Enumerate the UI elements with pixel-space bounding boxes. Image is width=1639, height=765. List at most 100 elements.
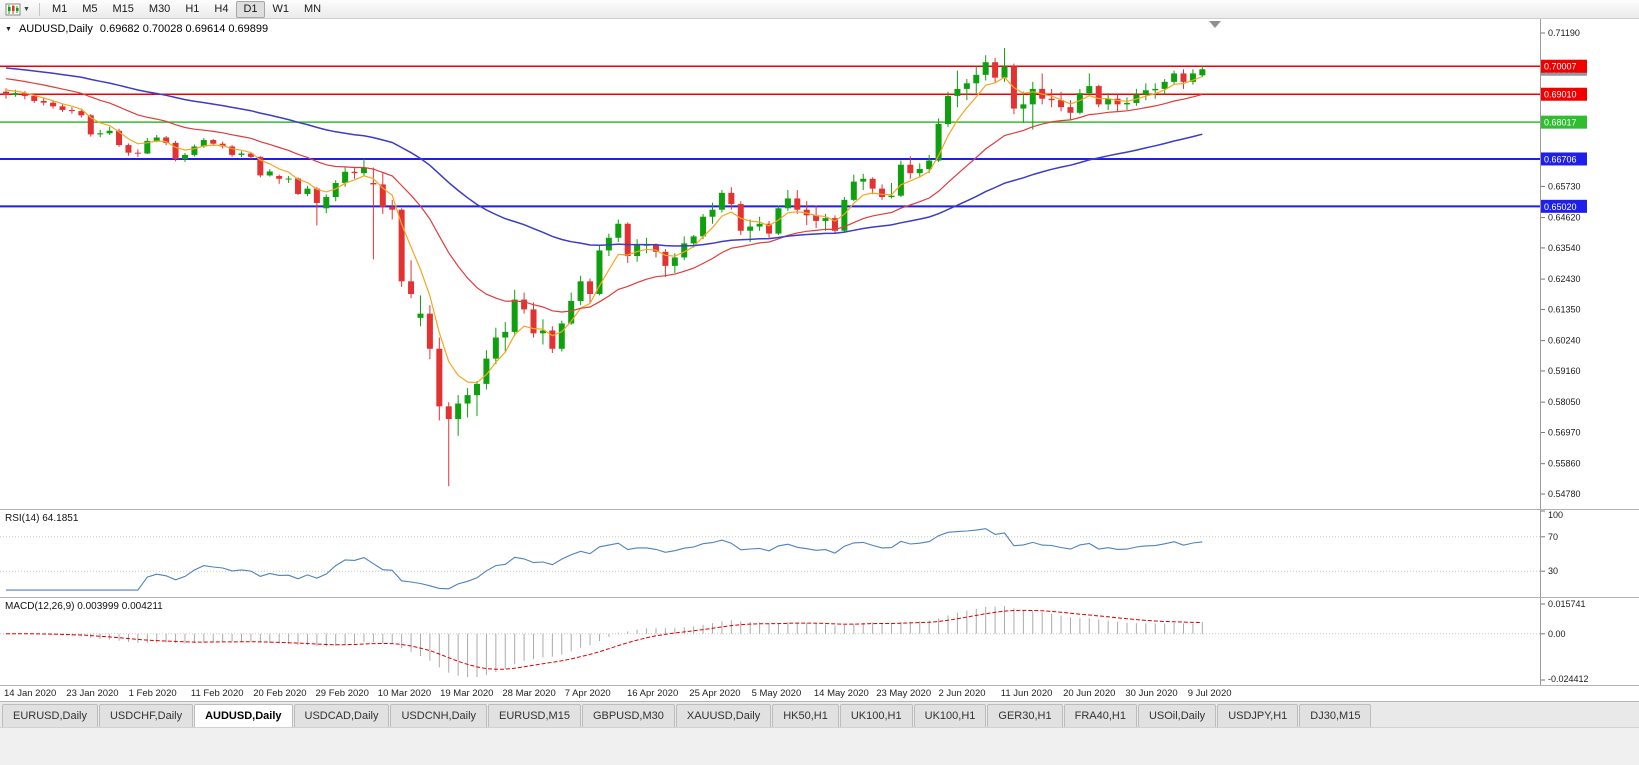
time-label: 20 Jun 2020 [1063, 688, 1116, 699]
rsi-line [6, 528, 1203, 591]
tab-usoil-daily[interactable]: USOil,Daily [1137, 704, 1217, 727]
time-label: 28 Mar 2020 [502, 688, 556, 699]
macd-signal-line [6, 609, 1203, 670]
chart-header: ▼ AUDUSD,Daily 0.69682 0.70028 0.69614 0… [5, 23, 268, 35]
svg-text:0.60240: 0.60240 [1548, 336, 1581, 346]
tab-xauusd-daily[interactable]: XAUUSD,Daily [675, 704, 772, 727]
bottom-filler [0, 727, 1639, 765]
time-label: 14 Jan 2020 [4, 688, 57, 699]
time-label: 16 Apr 2020 [627, 688, 679, 699]
tf-button-m5[interactable]: M5 [82, 2, 98, 15]
moving-average-lines [5, 67, 1203, 384]
svg-text:0.65730: 0.65730 [1548, 181, 1581, 191]
time-label: 25 Apr 2020 [689, 688, 741, 699]
level-price-label [1541, 59, 1587, 73]
svg-text:0.64620: 0.64620 [1548, 213, 1581, 223]
tab-audusd-daily[interactable]: AUDUSD,Daily [194, 704, 293, 727]
tab-eurusd-m15[interactable]: EURUSD,M15 [488, 704, 581, 727]
time-label: 9 Jul 2020 [1187, 688, 1232, 699]
macd-histogram [14, 606, 1203, 678]
svg-text:0.62430: 0.62430 [1548, 274, 1581, 284]
horizontal-level-lines[interactable] [0, 65, 1540, 208]
tab-usdcnh-daily[interactable]: USDCNH,Daily [390, 704, 488, 727]
time-label: 23 Jan 2020 [66, 688, 119, 699]
svg-text:100: 100 [1548, 510, 1563, 520]
time-label: 23 May 2020 [876, 688, 932, 699]
svg-text:-0.024412: -0.024412 [1548, 674, 1589, 684]
macd-panel[interactable]: 0.015741 0.00 -0.024412 MACD(12,26,9) 0.00… [0, 597, 1639, 685]
svg-text:0.56970: 0.56970 [1548, 427, 1581, 437]
time-label: 1 Feb 2020 [128, 688, 177, 699]
tab-usdjpy-h1[interactable]: USDJPY,H1 [1217, 704, 1299, 727]
tab-ger30-h1[interactable]: GER30,H1 [987, 704, 1063, 727]
svg-text:30: 30 [1548, 566, 1558, 576]
chart-type-icon[interactable] [5, 3, 21, 16]
chart-ohlc-values: 0.69682 0.70028 0.69614 0.69899 [99, 23, 269, 35]
chart-title: AUDUSD,Daily [18, 23, 93, 35]
time-axis[interactable]: 14 Jan 2020 23 Jan 2020 1 Feb 2020 11 Feb 2… [0, 685, 1639, 701]
symbol-dropdown-icon[interactable]: ▼ [5, 25, 12, 33]
tf-button-mn[interactable]: MN [304, 2, 322, 15]
level-price-label [1541, 152, 1587, 166]
svg-text:0.70007: 0.70007 [1544, 62, 1577, 72]
chart-type-dropdown-icon[interactable]: ▼ [23, 5, 30, 13]
tf-button-w1[interactable]: W1 [272, 2, 290, 15]
svg-text:0.54780: 0.54780 [1548, 489, 1581, 499]
time-label: 10 Mar 2020 [377, 688, 432, 699]
tf-button-d1[interactable]: D1 [236, 0, 265, 18]
svg-text:0.58050: 0.58050 [1548, 397, 1581, 407]
tf-button-h4[interactable]: H4 [214, 2, 229, 15]
tab-gbpusd-m30[interactable]: GBPUSD,M30 [581, 704, 675, 727]
price-chart-canvas[interactable]: 0.711900.700800.690000.679200.668100.657… [0, 19, 1639, 509]
tf-button-m15[interactable]: M15 [112, 2, 134, 15]
svg-text:0.55860: 0.55860 [1548, 459, 1581, 469]
time-label: 2 Jun 2020 [938, 688, 986, 699]
time-label: 19 Mar 2020 [440, 688, 494, 699]
time-label: 20 Feb 2020 [253, 688, 307, 699]
svg-text:0.69010: 0.69010 [1544, 90, 1577, 100]
tab-eurusd-daily[interactable]: EURUSD,Daily [2, 704, 98, 727]
time-label: 11 Jun 2020 [1000, 688, 1053, 699]
svg-text:0.00: 0.00 [1548, 629, 1566, 639]
svg-text:0.63540: 0.63540 [1548, 243, 1581, 253]
tab-uk100-h1[interactable]: UK100,H1 [913, 704, 987, 727]
rsi-panel[interactable]: 100 70 30 RSI(14) 64.1851 [0, 509, 1639, 597]
svg-text:0.61350: 0.61350 [1548, 304, 1581, 314]
rsi-label: RSI(14) 64.1851 [5, 513, 79, 524]
tab-uk100-h1[interactable]: UK100,H1 [839, 704, 913, 727]
timeframe-toolbar: M1 M5 M15 M30 H1 H4 D1 W1 MN [45, 0, 328, 18]
level-price-label [1541, 115, 1587, 129]
price-chart-panel[interactable]: 0.711900.700800.690000.679200.668100.657… [0, 19, 1639, 509]
tab-hk50-h1[interactable]: HK50,H1 [772, 704, 839, 727]
level-price-label [1541, 199, 1587, 213]
svg-text:0.65020: 0.65020 [1544, 202, 1577, 212]
chart-tabs-bar: EURUSD,Daily USDCHF,Daily AUDUSD,Daily USDC… [0, 701, 1639, 727]
tab-usdchf-daily[interactable]: USDCHF,Daily [98, 704, 194, 727]
time-label: 11 Feb 2020 [190, 688, 244, 699]
svg-text:0.59160: 0.59160 [1548, 366, 1581, 376]
time-label: 30 Jun 2020 [1125, 688, 1178, 699]
macd-label: MACD(12,26,9) 0.003999 0.004211 [5, 601, 163, 612]
time-label: 5 May 2020 [751, 688, 802, 699]
svg-text:0.71190: 0.71190 [1548, 28, 1580, 38]
svg-text:70: 70 [1548, 532, 1558, 542]
time-label: 7 Apr 2020 [564, 688, 611, 699]
time-label: 14 May 2020 [813, 688, 869, 699]
rsi-canvas[interactable]: 100 70 30 [0, 510, 1639, 597]
price-axis[interactable]: 0.711900.700800.690000.679200.668100.657… [1540, 19, 1588, 509]
tab-usdcad-daily[interactable]: USDCAD,Daily [293, 704, 390, 727]
svg-text:0.66706: 0.66706 [1544, 154, 1577, 164]
toolbar-separator [38, 2, 40, 16]
macd-canvas[interactable]: 0.015741 0.00 -0.024412 [0, 598, 1639, 685]
top-toolbar: ▼ M1 M5 M15 M30 H1 H4 D1 W1 MN [0, 0, 1639, 19]
chart-shift-marker[interactable] [1209, 21, 1221, 28]
chart-type-icon-glyph [5, 3, 21, 15]
tf-button-m30[interactable]: M30 [148, 2, 171, 15]
tf-button-h1[interactable]: H1 [185, 2, 200, 15]
svg-text:0.68017: 0.68017 [1544, 118, 1577, 128]
candles [3, 48, 1206, 487]
tab-dj30-m15[interactable]: DJ30,M15 [1299, 704, 1372, 727]
tab-fra40-h1[interactable]: FRA40,H1 [1063, 704, 1137, 727]
tf-button-m1[interactable]: M1 [51, 2, 68, 15]
